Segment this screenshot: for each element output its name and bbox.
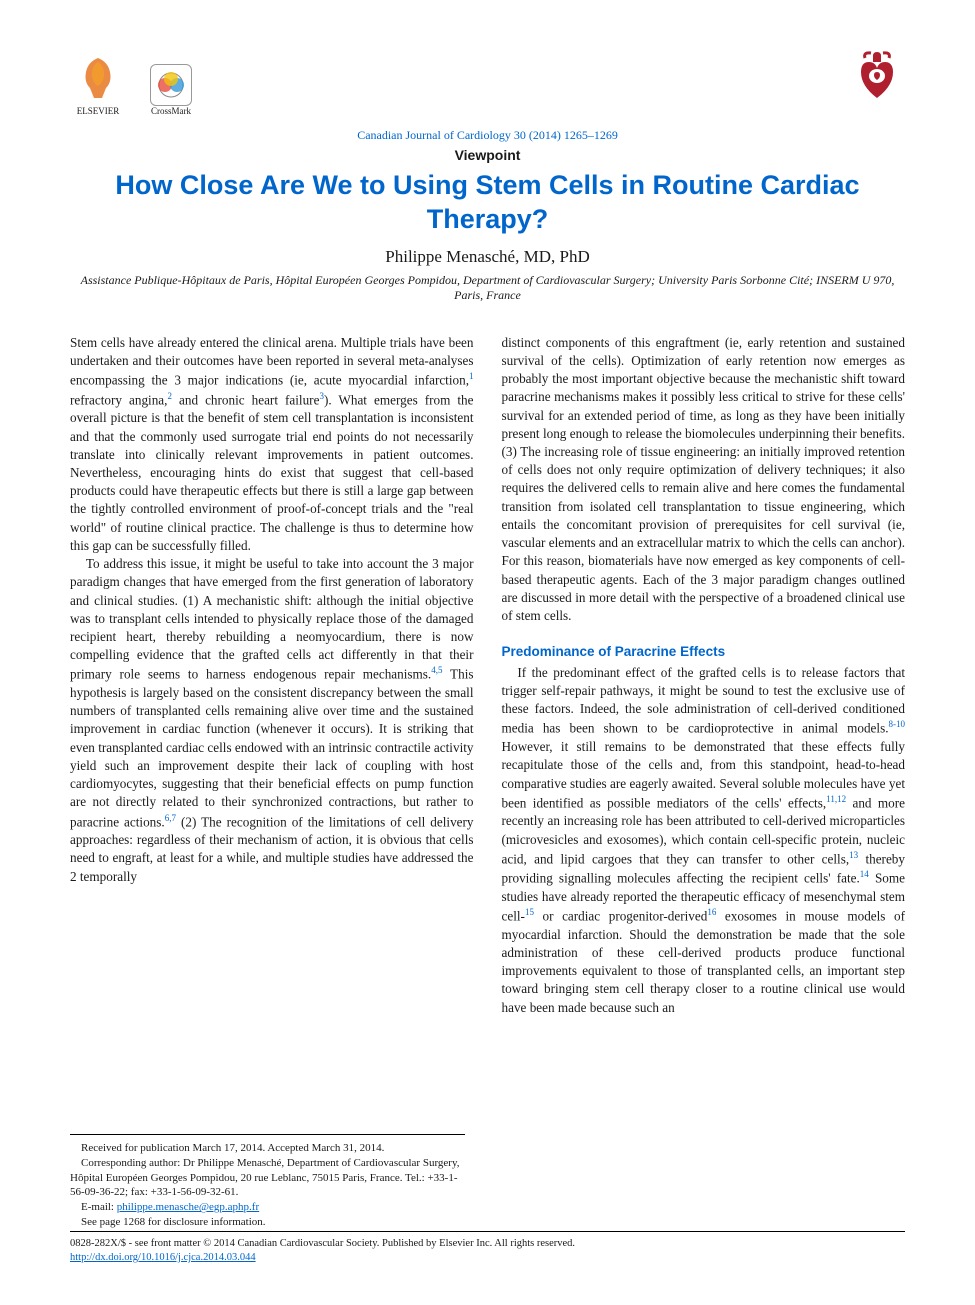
society-heart-icon (849, 50, 905, 106)
ref-1[interactable]: 1 (469, 371, 474, 381)
ref-16[interactable]: 16 (707, 907, 716, 917)
crossmark-logo[interactable]: CrossMark (150, 64, 192, 116)
ref-4-5[interactable]: 4,5 (431, 665, 442, 675)
society-logo[interactable] (849, 50, 905, 111)
column-left: Stem cells have already entered the clin… (70, 334, 474, 1017)
article-type: Viewpoint (70, 147, 905, 163)
crossmark-icon (150, 64, 192, 106)
ref-13[interactable]: 13 (849, 850, 858, 860)
paragraph-2: To address this issue, it might be usefu… (70, 555, 474, 886)
article-footer: Received for publication March 17, 2014.… (70, 1134, 465, 1230)
paragraph-4: If the predominant effect of the grafted… (502, 664, 906, 1017)
author-affiliation: Assistance Publique-Hôpitaux de Paris, H… (70, 273, 905, 304)
copyright-text: 0828-282X/$ - see front matter © 2014 Ca… (70, 1237, 905, 1251)
doi-link[interactable]: http://dx.doi.org/10.1016/j.cjca.2014.03… (70, 1252, 256, 1263)
ref-14[interactable]: 14 (860, 869, 869, 879)
header-logos-row: ELSEVIER CrossMark (70, 50, 905, 116)
ref-15[interactable]: 15 (525, 907, 534, 917)
crossmark-label: CrossMark (151, 106, 191, 116)
email-link[interactable]: philippe.menasche@egp.aphp.fr (117, 1201, 259, 1213)
column-right: distinct components of this engraftment … (502, 334, 906, 1017)
section-heading-paracrine: Predominance of Paracrine Effects (502, 643, 906, 662)
paragraph-3: distinct components of this engraftment … (502, 334, 906, 626)
ref-8-10[interactable]: 8-10 (889, 719, 906, 729)
elsevier-label: ELSEVIER (77, 106, 120, 116)
disclosure-note: See page 1268 for disclosure information… (70, 1215, 465, 1230)
left-logo-group: ELSEVIER CrossMark (70, 50, 192, 116)
corresponding-author: Corresponding author: Dr Philippe Menasc… (70, 1156, 465, 1201)
article-title: How Close Are We to Using Stem Cells in … (70, 169, 905, 237)
body-columns: Stem cells have already entered the clin… (70, 334, 905, 1017)
author-name: Philippe Menasché, MD, PhD (70, 247, 905, 267)
copyright-block: 0828-282X/$ - see front matter © 2014 Ca… (70, 1231, 905, 1265)
received-date: Received for publication March 17, 2014.… (70, 1141, 465, 1156)
email-line: E-mail: philippe.menasche@egp.aphp.fr (70, 1200, 465, 1215)
elsevier-tree-icon (70, 50, 126, 106)
elsevier-logo[interactable]: ELSEVIER (70, 50, 126, 116)
ref-11-12[interactable]: 11,12 (826, 794, 846, 804)
paragraph-1: Stem cells have already entered the clin… (70, 334, 474, 555)
journal-reference: Canadian Journal of Cardiology 30 (2014)… (70, 128, 905, 143)
ref-6-7[interactable]: 6,7 (165, 813, 176, 823)
